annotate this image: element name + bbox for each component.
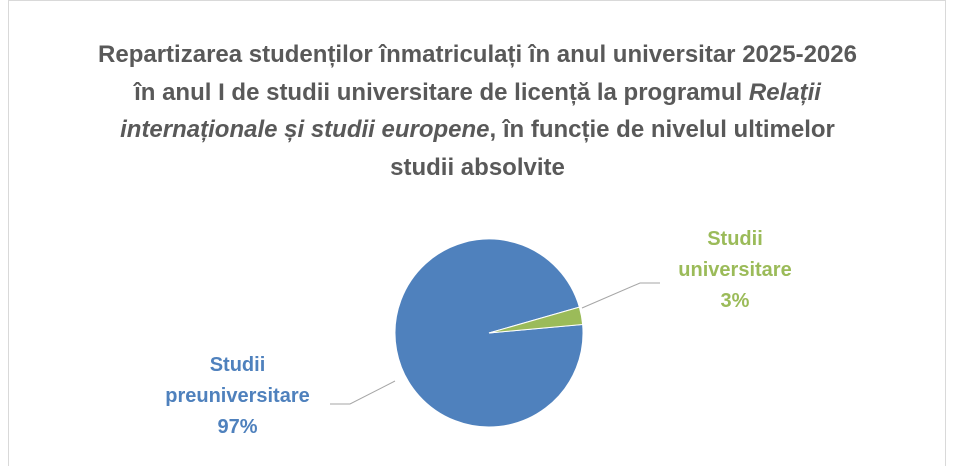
label-value: 3%	[720, 290, 750, 312]
title-part: Relații internaționale și studii europen…	[120, 78, 821, 144]
pie-slice	[488, 306, 584, 334]
label-value: 97%	[217, 416, 258, 438]
label-name: Studii universitare	[678, 228, 792, 281]
chart-title: Repartizarea studenților înmatriculați î…	[90, 36, 865, 186]
leader-line	[330, 380, 396, 405]
label-name: Studii preuniversitare	[165, 354, 310, 407]
chart-frame	[8, 0, 946, 466]
title-part: Repartizarea studenților înmatriculați î…	[98, 41, 857, 106]
leader-line	[581, 282, 660, 309]
data-label: Studii preuniversitare 97%	[140, 350, 335, 443]
data-label: Studii universitare 3%	[650, 224, 820, 317]
title-part: , în funcție de nivelul ultimelor studii…	[390, 116, 835, 181]
